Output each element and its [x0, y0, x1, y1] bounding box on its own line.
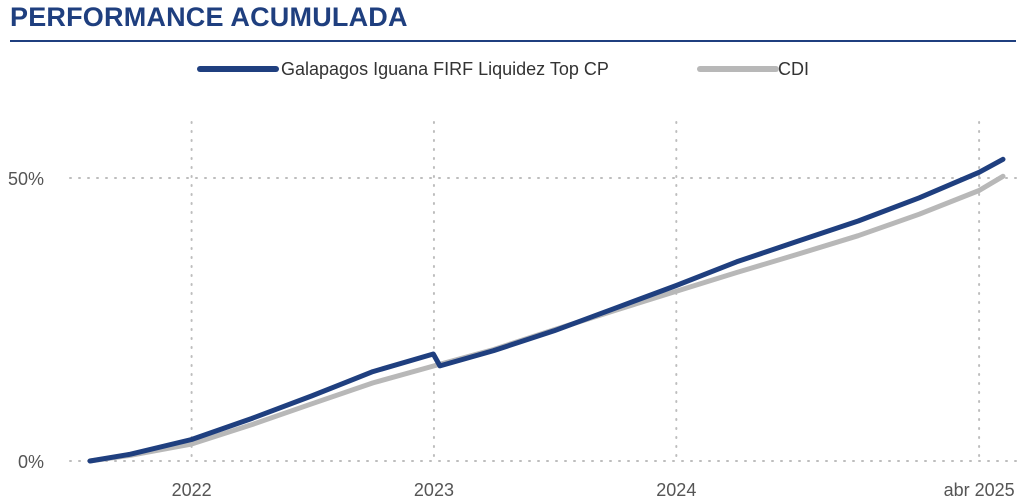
legend-label-cdi[interactable]: CDI	[778, 59, 809, 79]
page-title: PERFORMANCE ACUMULADA	[10, 2, 408, 32]
grid	[69, 121, 1017, 462]
y-tick-label: 50%	[8, 169, 44, 189]
series-line-fund	[87, 156, 1006, 464]
legend-label-fund[interactable]: Galapagos Iguana FIRF Liquidez Top CP	[281, 59, 609, 79]
title-divider	[10, 40, 1016, 42]
y-tick-label: 0%	[18, 452, 44, 472]
legend[interactable]: Galapagos Iguana FIRF Liquidez Top CP CD…	[197, 59, 809, 79]
x-tick-label: 2023	[414, 480, 454, 500]
x-tick-label: abr 2025	[944, 480, 1015, 500]
x-tick-label: 2024	[656, 480, 696, 500]
y-axis: 0% 50%	[8, 169, 44, 472]
x-axis: 2022 2023 2024 abr 2025	[172, 480, 1015, 500]
series-lines	[87, 156, 1006, 464]
x-tick-label: 2022	[172, 480, 212, 500]
